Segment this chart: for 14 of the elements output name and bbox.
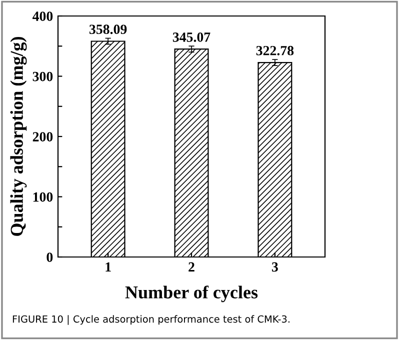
data-label: 358.09 <box>89 24 127 34</box>
x-axis-title: Number of cycles <box>125 286 258 302</box>
x-tick-label: 3 <box>272 262 278 272</box>
caption: FIGURE 10 | Cycle adsorption performance test of CMK-3. <box>12 315 290 325</box>
y-tick-label: 400 <box>32 12 53 21</box>
y-tick-label: 300 <box>32 72 53 82</box>
y-tick-label: 100 <box>33 192 53 202</box>
y-tick-label: 200 <box>32 132 53 142</box>
data-label: 345.07 <box>172 32 210 42</box>
data-label: 322.78 <box>256 46 294 56</box>
y-axis-title: Quality adsorption (mg/g) <box>10 36 27 236</box>
x-tick-label: 1 <box>106 262 111 272</box>
y-tick-label: 0 <box>46 252 53 262</box>
x-tick-label: 2 <box>188 262 194 272</box>
